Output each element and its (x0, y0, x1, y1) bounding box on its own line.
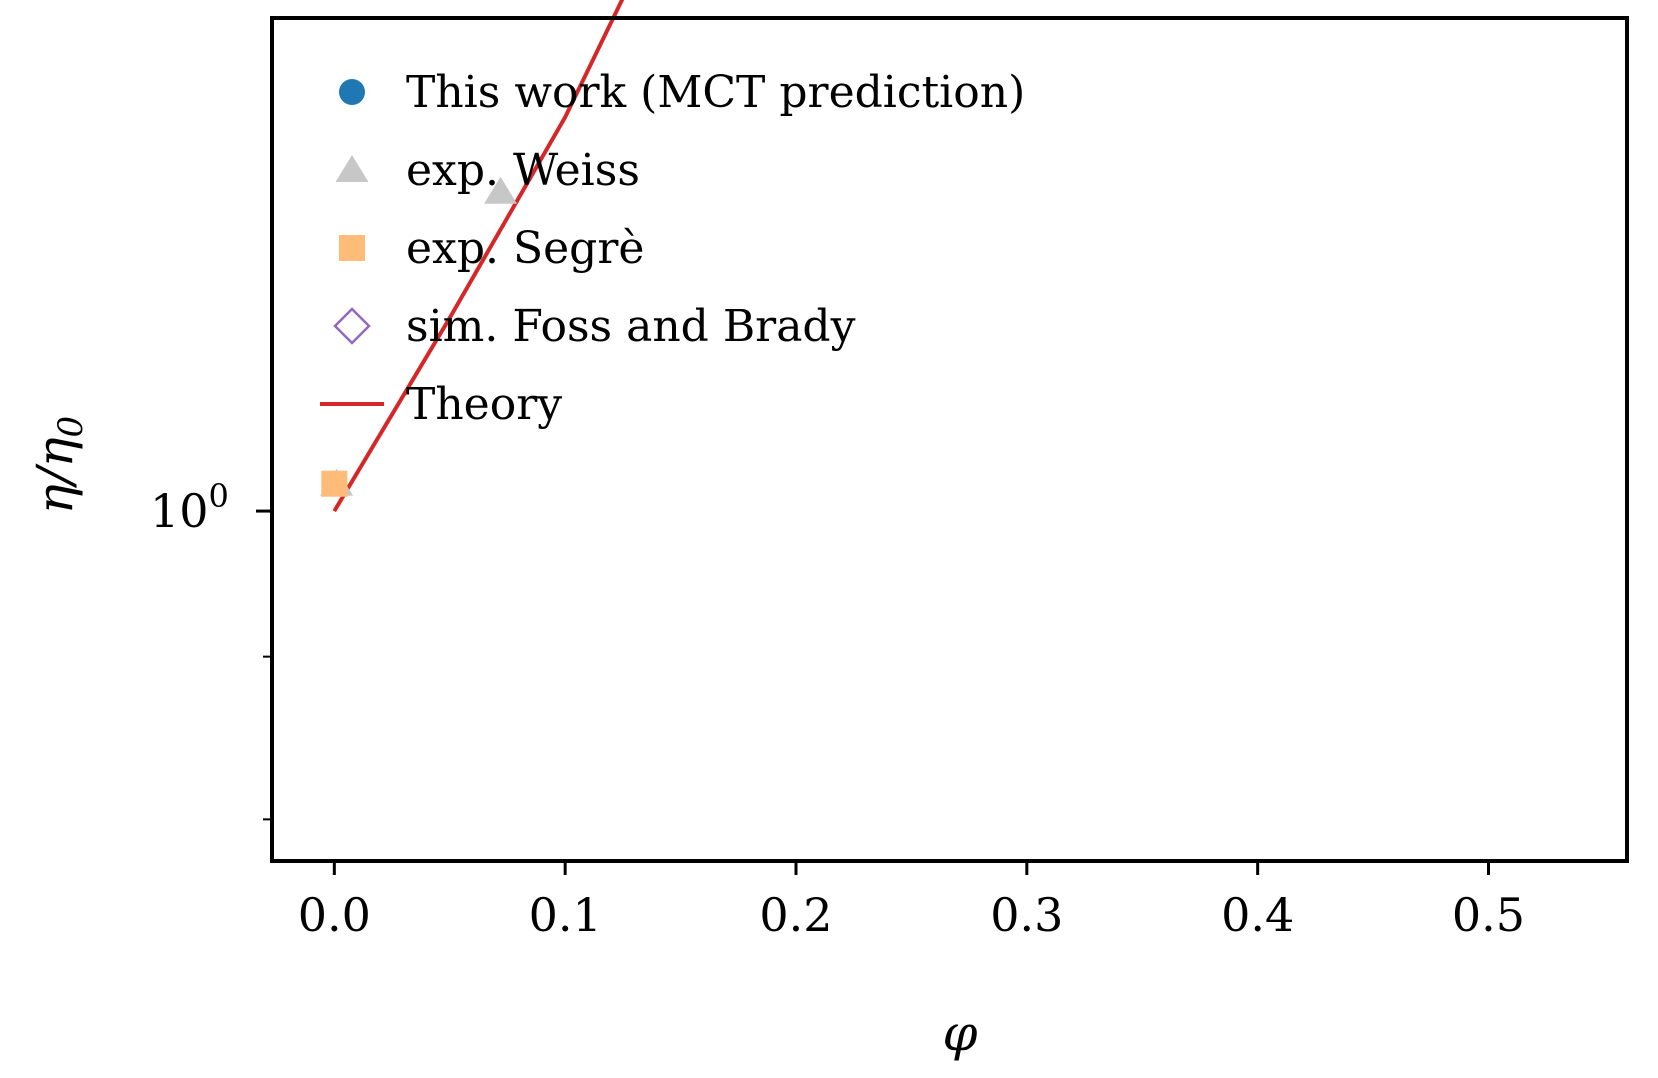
x-tick-label: 0.0 (298, 888, 371, 942)
legend-swatch-exp-segr (339, 235, 365, 261)
legend-label-this-work-mct-prediction: This work (MCT prediction) (406, 67, 1025, 118)
y-tick-label: 100 (150, 477, 229, 538)
x-tick-label: 0.5 (1452, 888, 1525, 942)
x-tick-label: 0.3 (990, 888, 1063, 942)
ticks-layer: 0.00.10.20.30.40.5100101102 (150, 477, 1525, 942)
legend: This work (MCT prediction) exp. Weiss exp.… (320, 67, 1025, 430)
legend-swatch-exp-weiss (335, 155, 369, 182)
x-tick-label: 0.2 (759, 888, 832, 942)
legend-label-sim-foss-and-brady: sim. Foss and Brady (406, 301, 856, 352)
y-axis-label-subscript: 0 (51, 416, 91, 438)
y-tick-base: 10 (150, 484, 209, 538)
legend-label-exp-weiss: exp. Weiss (406, 145, 640, 196)
legend-label-theory: Theory (406, 379, 562, 430)
y-axis-label: η/η0 (26, 416, 91, 514)
data-point-exp-weiss (484, 176, 518, 204)
x-axis-label: φ (942, 1004, 977, 1062)
data-point-exp-segr (321, 470, 348, 497)
plot-layer (320, 0, 625, 513)
x-tick-label: 0.1 (529, 888, 602, 942)
theory-line (332, 0, 625, 513)
y-tick-exponent: 0 (209, 477, 229, 515)
axes-frame (270, 16, 1629, 863)
x-tick-label: 0.4 (1221, 888, 1294, 942)
legend-swatch-this-work-mct-prediction (339, 79, 365, 105)
legend-label-exp-segr: exp. Segrè (406, 223, 644, 274)
y-axis-label-main: η/η (26, 437, 84, 514)
legend-swatch-sim-foss-and-brady (333, 307, 371, 345)
